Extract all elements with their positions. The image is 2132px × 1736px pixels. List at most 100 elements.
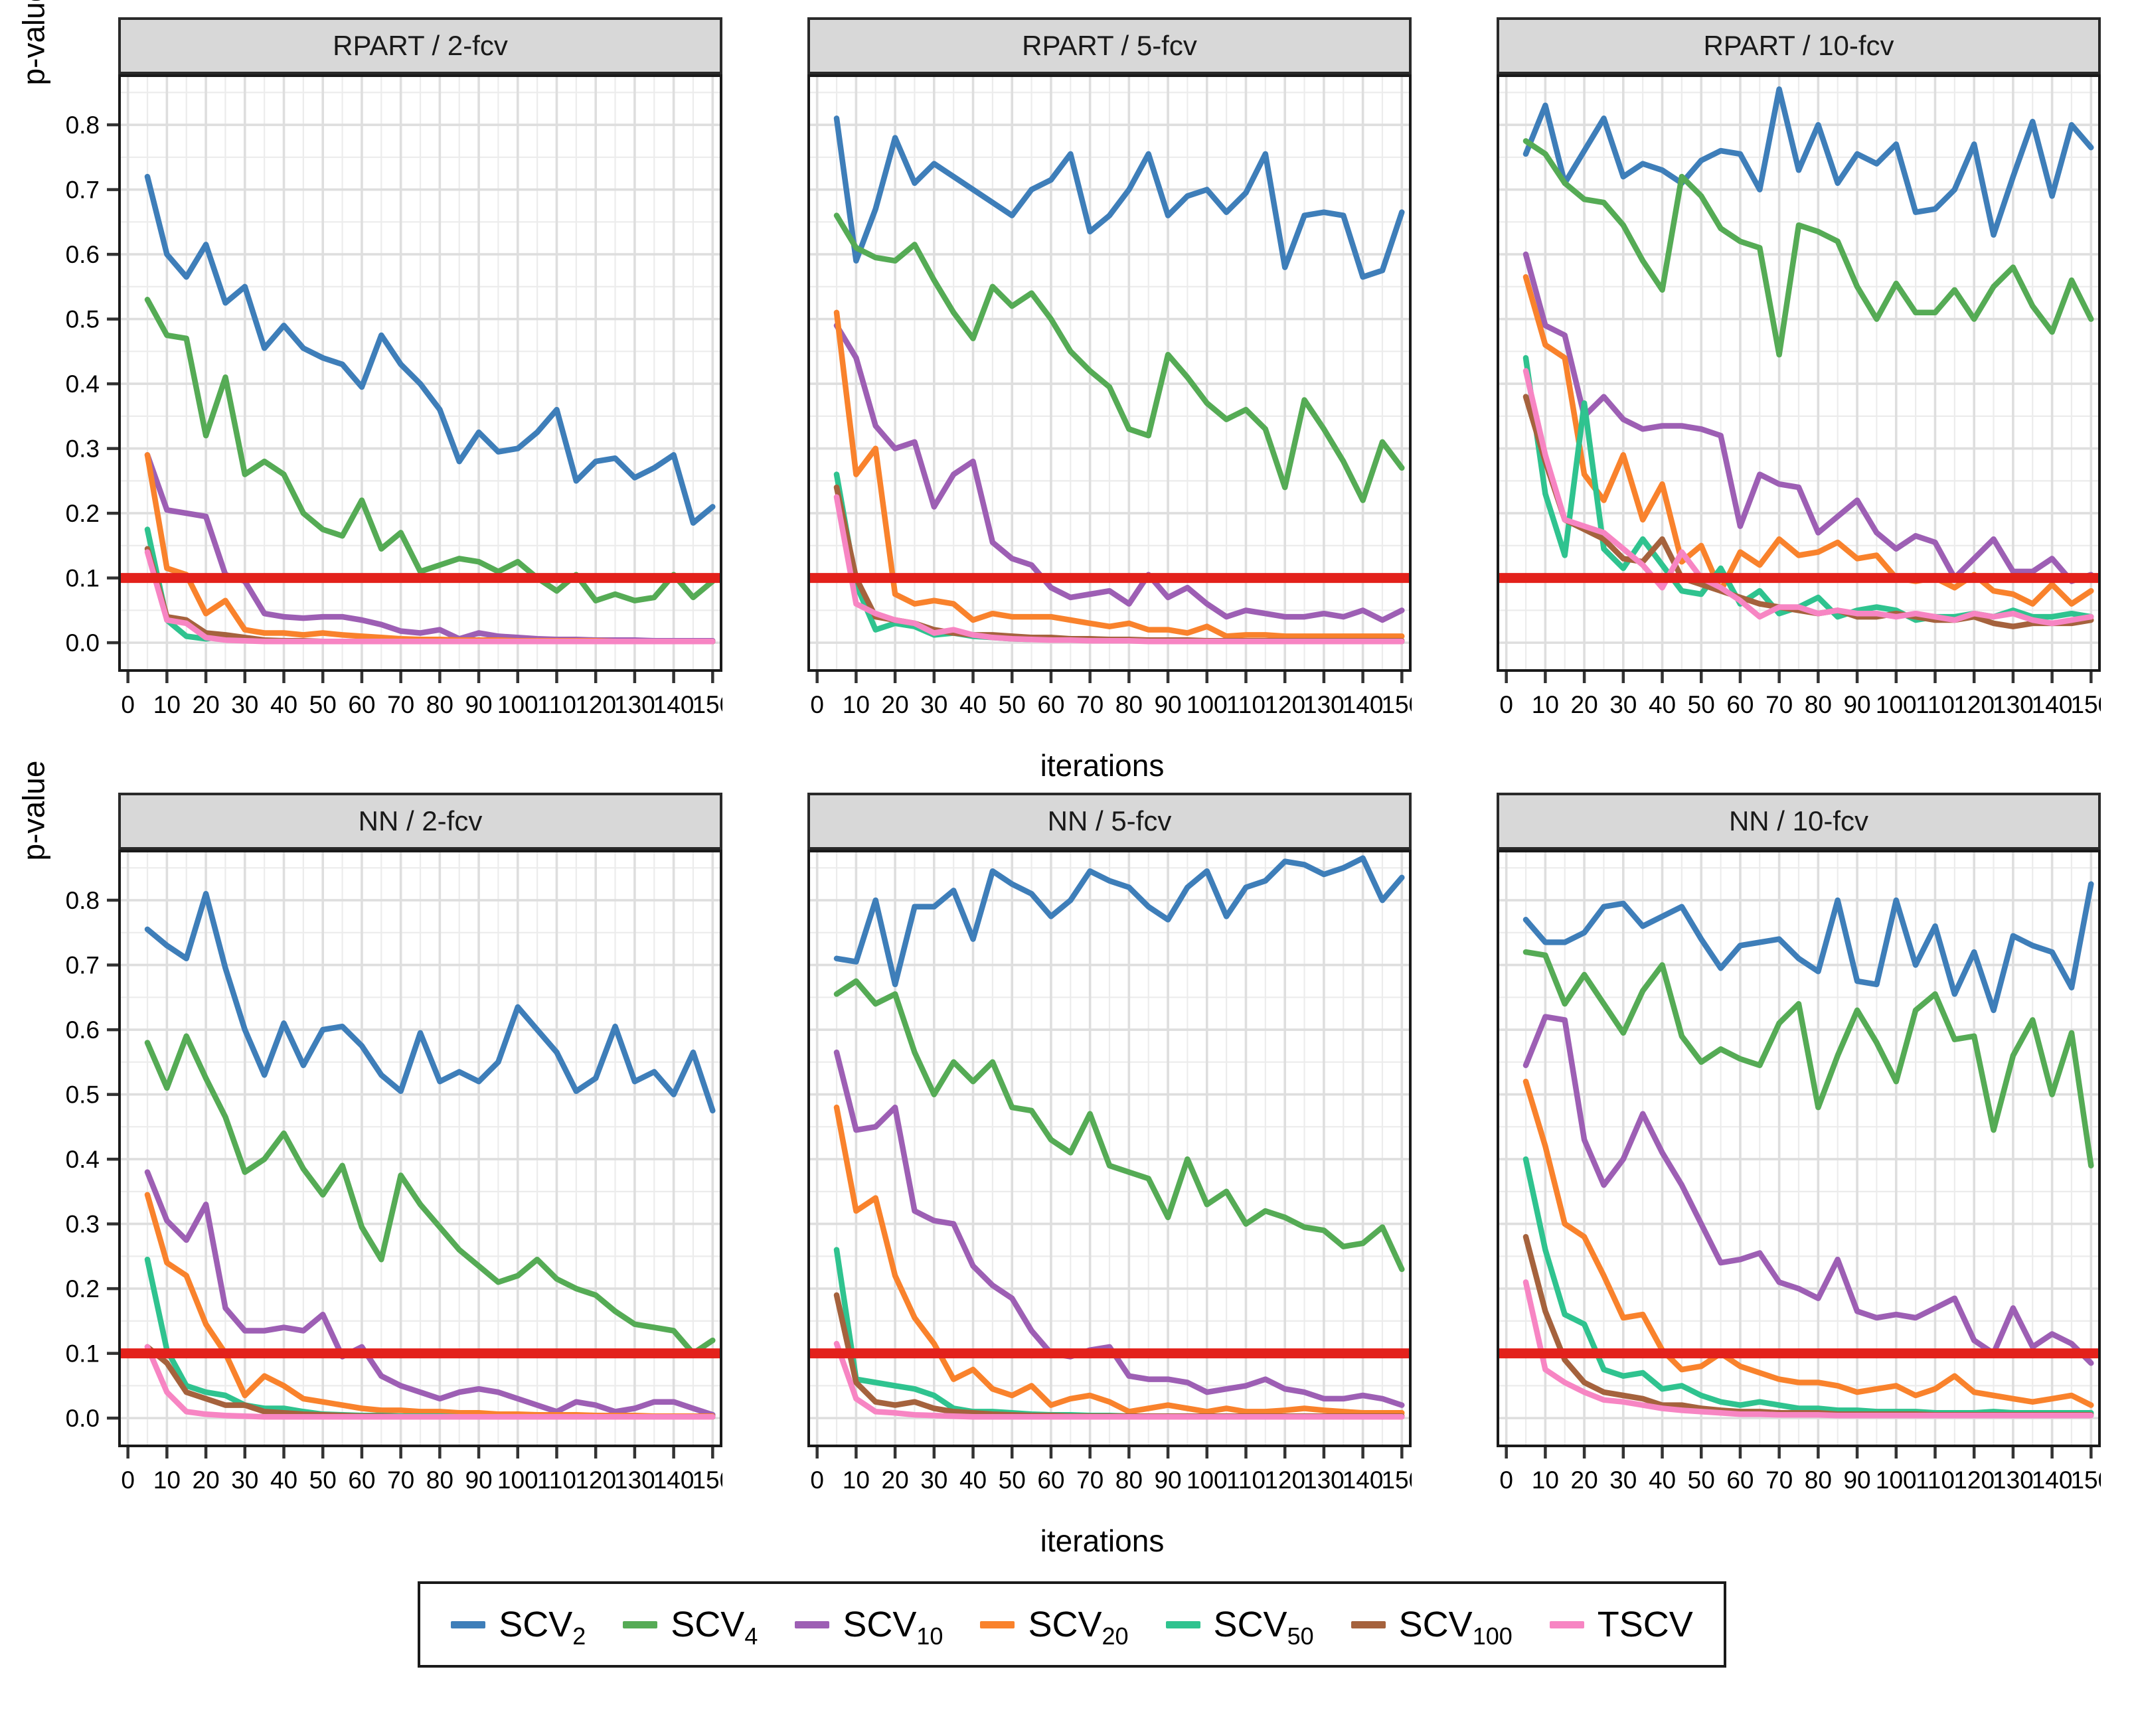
svg-text:110: 110	[537, 691, 576, 718]
svg-text:0.2: 0.2	[66, 500, 100, 527]
svg-text:60: 60	[1037, 1466, 1064, 1494]
svg-text:0: 0	[121, 1466, 135, 1494]
svg-text:30: 30	[1609, 691, 1637, 718]
svg-text:10: 10	[153, 691, 181, 718]
svg-text:10: 10	[843, 691, 870, 718]
svg-text:0.8: 0.8	[66, 887, 100, 914]
legend-key-swatch	[1549, 1620, 1584, 1628]
svg-text:50: 50	[309, 691, 337, 718]
svg-text:110: 110	[1226, 691, 1266, 718]
svg-text:150: 150	[692, 1466, 722, 1494]
svg-text:10: 10	[1532, 691, 1559, 718]
panel-rpart-5fcv: RPART / 5-fcv 0 10 20 30 40 50 60 70 80 90 100 110 1…	[807, 17, 1412, 746]
svg-text:0.6: 0.6	[66, 241, 100, 268]
svg-text:70: 70	[387, 691, 414, 718]
svg-text:0.2: 0.2	[66, 1275, 100, 1302]
svg-text:120: 120	[1264, 1466, 1305, 1494]
svg-text:0: 0	[1499, 691, 1513, 718]
svg-text:0.7: 0.7	[66, 177, 100, 204]
svg-text:80: 80	[1805, 1466, 1832, 1494]
svg-text:110: 110	[1916, 691, 1955, 718]
svg-text:0.6: 0.6	[66, 1016, 100, 1044]
legend-key-swatch	[795, 1620, 830, 1628]
svg-text:130: 130	[614, 1466, 655, 1494]
facet-strip-title: RPART / 5-fcv	[1022, 30, 1197, 61]
facet-row-nn: p-value NN / 2-fcv 0 10 20 30 40 50 60 70 80 90 10…	[12, 761, 2132, 1522]
svg-text:20: 20	[1571, 691, 1598, 718]
svg-text:70: 70	[1765, 691, 1793, 718]
panel-nn-5fcv: NN / 5-fcv 0 10 20 30 40 50 60 70 80 90 100 110 120 1…	[807, 793, 1412, 1522]
facet-strip: RPART / 2-fcv	[118, 17, 722, 74]
svg-text:130: 130	[1303, 691, 1345, 718]
panel-nn-10fcv: NN / 10-fcv 0 10 20 30 40 50 60 70 80 90 100 110 120…	[1497, 793, 2101, 1522]
legend-item-scv4: SCV4	[623, 1604, 758, 1650]
svg-text:40: 40	[959, 691, 987, 718]
svg-text:80: 80	[1115, 691, 1143, 718]
legend-label: SCV4	[671, 1605, 758, 1650]
svg-text:50: 50	[999, 1466, 1026, 1494]
svg-text:150: 150	[2070, 691, 2101, 718]
svg-text:20: 20	[193, 1466, 220, 1494]
facet-strip: NN / 5-fcv	[807, 793, 1412, 850]
svg-text:30: 30	[1609, 1466, 1637, 1494]
svg-text:60: 60	[1037, 691, 1064, 718]
svg-text:150: 150	[692, 691, 722, 718]
svg-text:90: 90	[1843, 1466, 1870, 1494]
svg-text:130: 130	[1303, 1466, 1345, 1494]
svg-text:0.3: 0.3	[66, 435, 100, 463]
svg-text:10: 10	[1532, 1466, 1559, 1494]
panel-rpart-2fcv: RPART / 2-fcv 0 10 20 30 40 50 60 70 80 90 100 110 1…	[54, 17, 722, 746]
svg-text:40: 40	[270, 1466, 297, 1494]
svg-text:70: 70	[387, 1466, 414, 1494]
svg-text:100: 100	[497, 1466, 538, 1494]
x-axis-title-row1: iterations	[1040, 748, 1165, 783]
panel-rpart-10fcv: RPART / 10-fcv 0 10 20 30 40 50 60 70 80 90 100 110…	[1497, 17, 2101, 746]
svg-text:90: 90	[1154, 691, 1181, 718]
svg-text:100: 100	[1876, 1466, 1917, 1494]
svg-text:50: 50	[1688, 691, 1715, 718]
svg-text:30: 30	[920, 691, 947, 718]
svg-text:80: 80	[426, 1466, 453, 1494]
svg-text:0: 0	[810, 691, 824, 718]
svg-text:0: 0	[810, 1466, 824, 1494]
svg-text:0.8: 0.8	[66, 112, 100, 139]
legend-label: TSCV	[1597, 1605, 1693, 1644]
svg-text:0.0: 0.0	[66, 629, 100, 657]
facet-strip-title: NN / 5-fcv	[1047, 805, 1172, 836]
svg-text:70: 70	[1076, 691, 1104, 718]
svg-text:80: 80	[1115, 1466, 1143, 1494]
svg-text:20: 20	[882, 1466, 909, 1494]
svg-text:0: 0	[121, 691, 135, 718]
svg-text:0.5: 0.5	[66, 1081, 100, 1109]
svg-text:100: 100	[497, 691, 538, 718]
facet-strip: RPART / 5-fcv	[807, 17, 1412, 74]
y-axis-title-row2: p-value	[12, 761, 54, 861]
svg-text:120: 120	[1264, 691, 1305, 718]
y-axis-title: p-value	[16, 0, 50, 86]
svg-text:140: 140	[2032, 1466, 2073, 1494]
svg-text:90: 90	[465, 691, 492, 718]
svg-text:0.0: 0.0	[66, 1405, 100, 1432]
svg-text:40: 40	[1649, 691, 1676, 718]
svg-text:0: 0	[1499, 1466, 1513, 1494]
svg-text:30: 30	[231, 1466, 258, 1494]
legend-box: SCV2 SCV4 SCV10 SCV20 SCV50 SCV100 TSCV	[418, 1581, 1726, 1668]
svg-text:130: 130	[614, 691, 655, 718]
svg-text:50: 50	[309, 1466, 337, 1494]
svg-text:40: 40	[270, 691, 297, 718]
facet-strip: RPART / 10-fcv	[1497, 17, 2101, 74]
x-axis-title-row2: iterations	[1040, 1524, 1165, 1558]
legend-key-swatch	[451, 1620, 486, 1628]
svg-text:150: 150	[2070, 1466, 2101, 1494]
svg-text:140: 140	[1343, 691, 1384, 718]
svg-text:130: 130	[1993, 1466, 2034, 1494]
svg-text:30: 30	[920, 1466, 947, 1494]
y-axis-title-row1: p-value	[12, 0, 54, 85]
svg-text:10: 10	[843, 1466, 870, 1494]
svg-text:120: 120	[575, 691, 616, 718]
facet-strip: NN / 10-fcv	[1497, 793, 2101, 850]
svg-text:70: 70	[1076, 1466, 1104, 1494]
